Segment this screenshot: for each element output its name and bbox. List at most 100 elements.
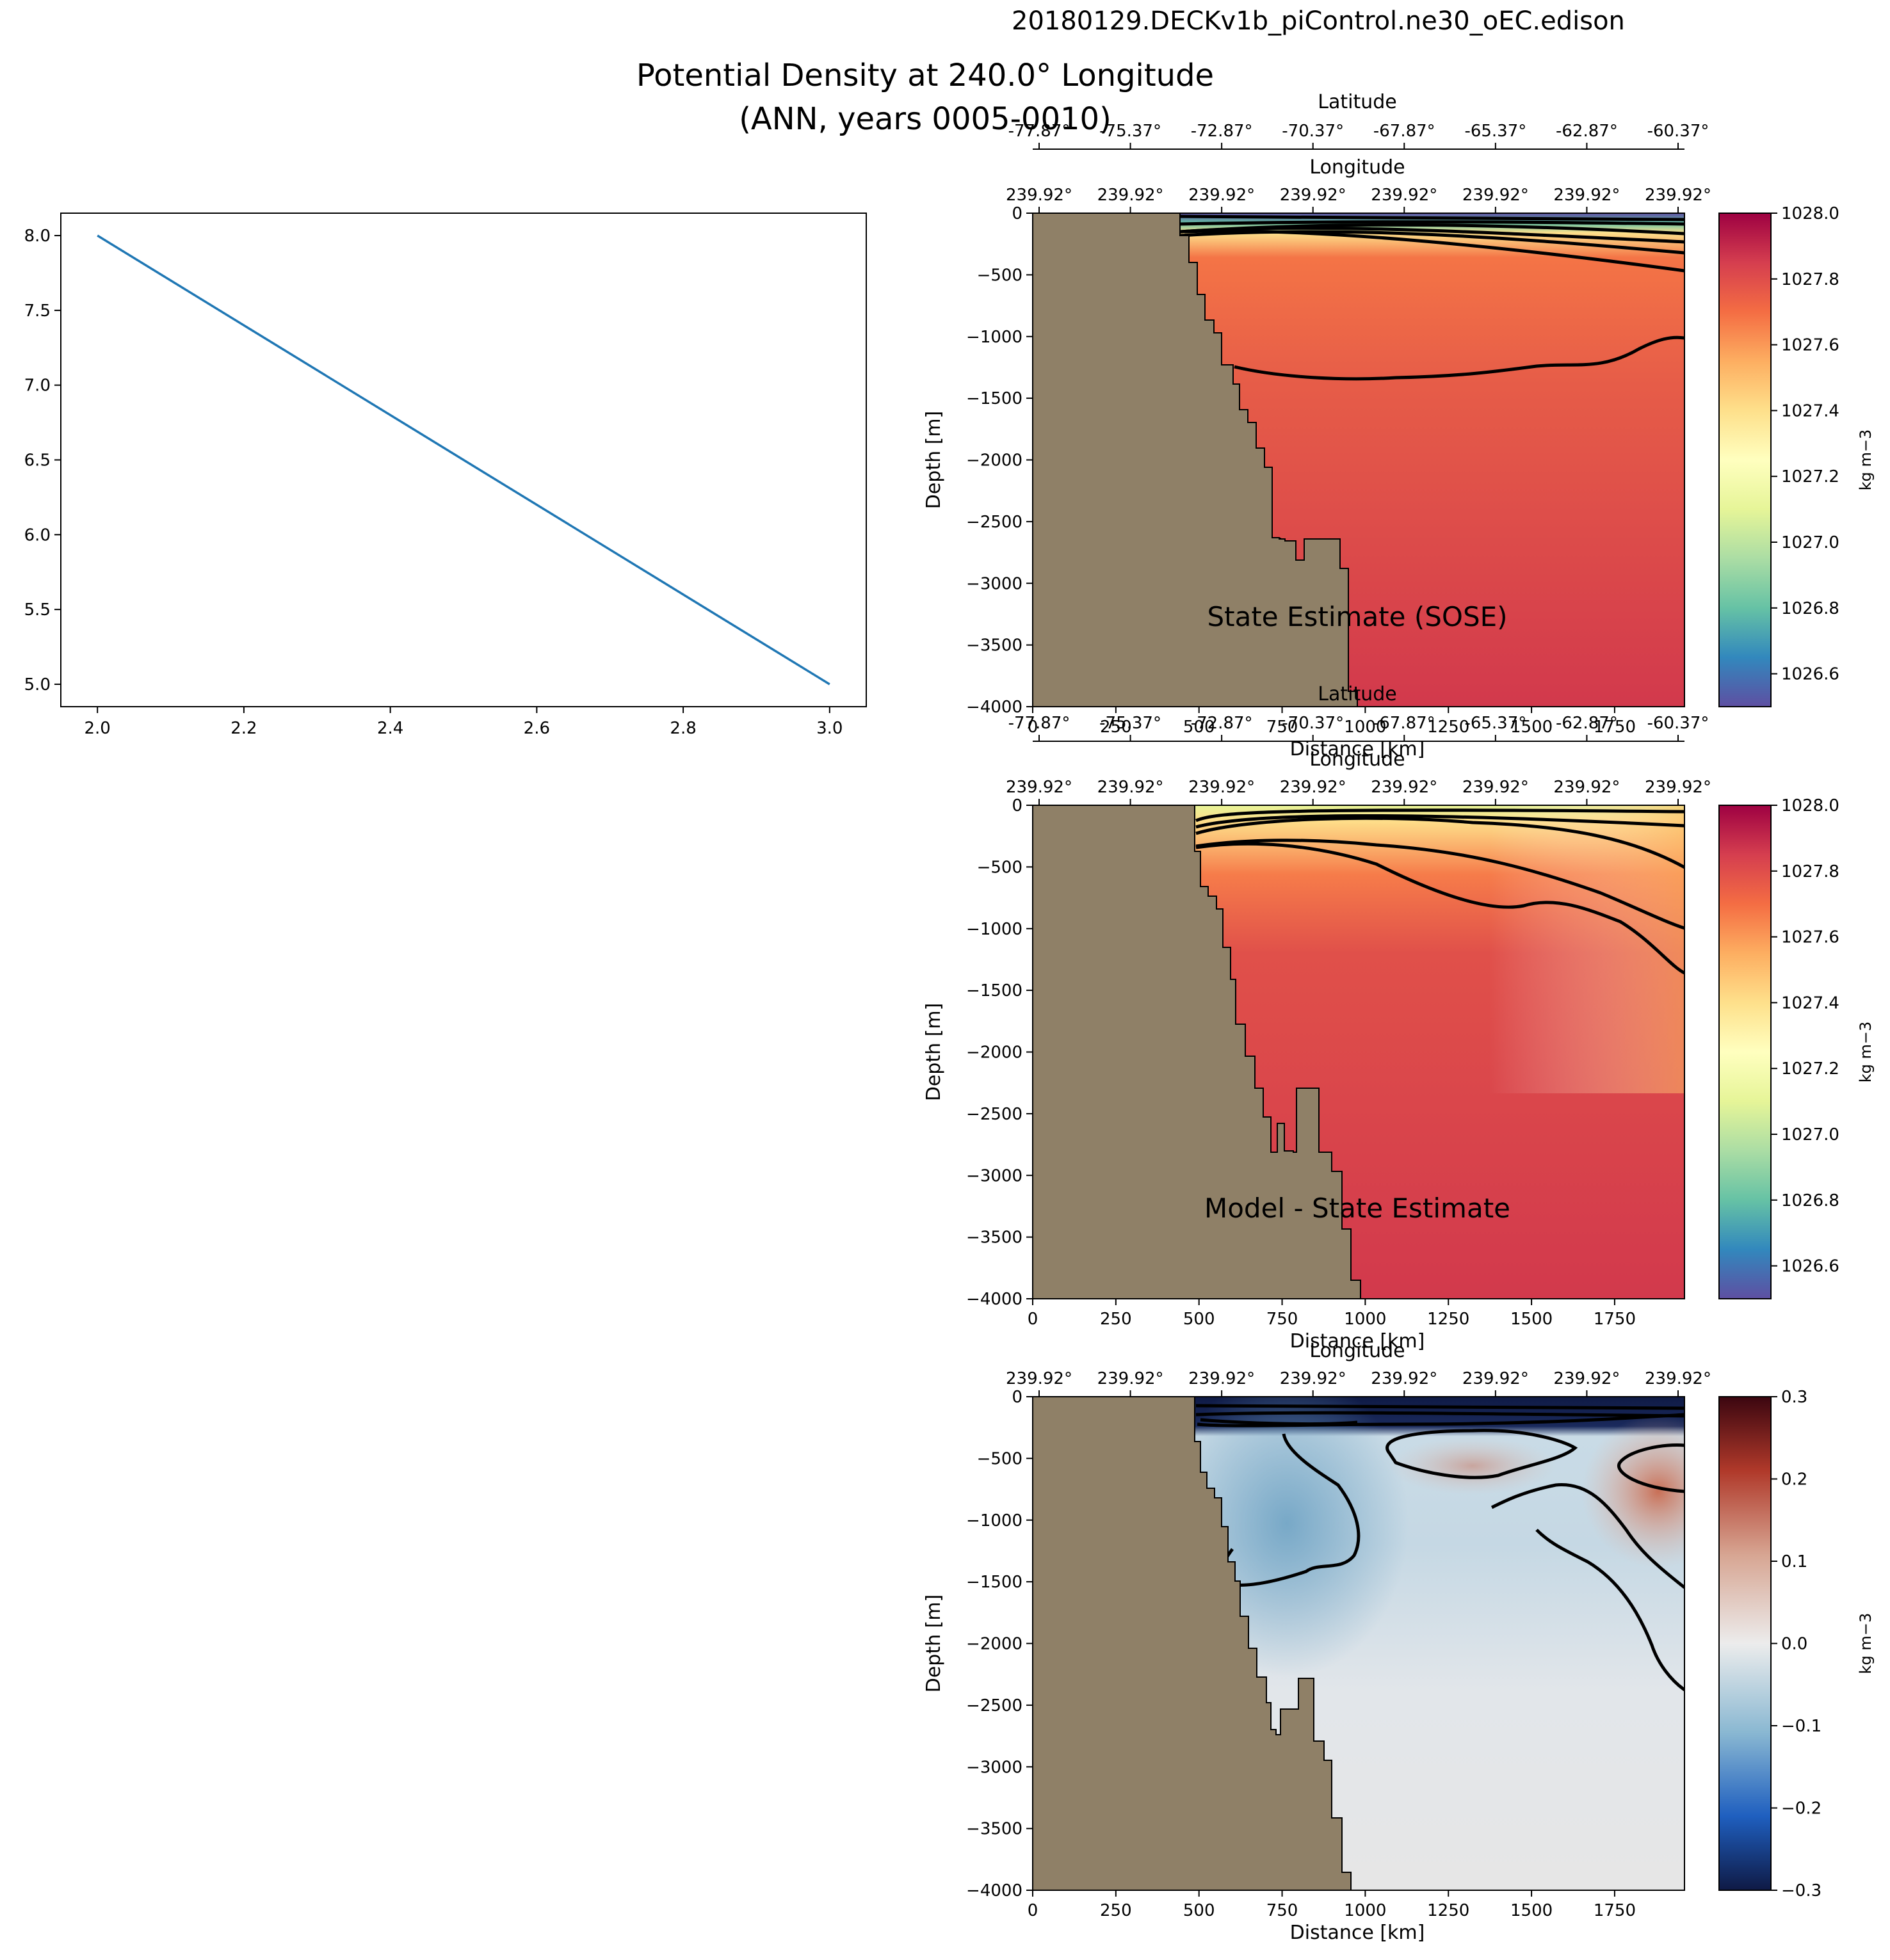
- colorbar-tick-label: −0.3: [1781, 1881, 1821, 1900]
- depth-tick-label: −2500: [966, 513, 1022, 532]
- colorbar-tick-label: 0.0: [1781, 1635, 1807, 1654]
- longitude-tick-label: 239.92°: [1553, 778, 1620, 797]
- colorbar-unit-label: kg m−3: [1857, 1022, 1875, 1083]
- distance-tick-label: 250: [1100, 1310, 1132, 1329]
- colorbar-tick-label: 1028.0: [1781, 796, 1839, 815]
- contour-line: [1195, 808, 1684, 823]
- colorbar-tick-label: 1027.8: [1781, 862, 1839, 881]
- depth-tick-label: −4000: [966, 1881, 1022, 1900]
- distance-tick-label: 250: [1100, 718, 1132, 737]
- latitude-tick-label: -70.37°: [1282, 714, 1344, 733]
- contour-line: [1197, 1413, 1684, 1427]
- longitude-tick-label: 239.92°: [1371, 778, 1437, 797]
- depth-tick-label: −3000: [966, 574, 1022, 593]
- distance-tick-label: 0: [1028, 718, 1038, 737]
- depth-tick-label: 0: [1012, 204, 1022, 223]
- distance-tick-label: 0: [1028, 1310, 1038, 1329]
- distance-tick-label: 750: [1266, 1901, 1298, 1920]
- depth-tick-label: −500: [977, 266, 1022, 285]
- longitude-tick-label: 239.92°: [1462, 778, 1529, 797]
- longitude-tick-label: 239.92°: [1553, 186, 1620, 205]
- colorbar-unit-label: kg m−3: [1857, 430, 1875, 491]
- colorbar-tick-label: 1027.4: [1781, 401, 1839, 421]
- contour-line: [1195, 1404, 1684, 1410]
- distance-tick-label: 1500: [1510, 1901, 1553, 1920]
- y-tick-label: 6.5: [24, 451, 51, 470]
- x-tick-label: 3.0: [816, 719, 843, 738]
- longitude-tick-label: 239.92°: [1280, 186, 1346, 205]
- difference-contours: [1195, 1404, 1684, 1692]
- longitude-tick-label: 239.92°: [1097, 1369, 1164, 1388]
- distance-axis-label: Distance [km]: [1290, 1922, 1425, 1944]
- distance-tick-label: 1000: [1344, 718, 1386, 737]
- latitude-tick-label: -77.87°: [1008, 714, 1070, 733]
- contour-line: [1234, 335, 1684, 381]
- depth-tick-label: −1500: [966, 1573, 1022, 1592]
- depth-tick-label: 0: [1012, 796, 1022, 815]
- latitude-tick-label: -70.37°: [1282, 122, 1344, 141]
- longitude-tick-label: 239.92°: [1188, 186, 1255, 205]
- contour-line: [1184, 229, 1684, 273]
- longitude-tick-label: 239.92°: [1462, 1369, 1529, 1388]
- colorbar-tick-label: 1027.6: [1781, 928, 1839, 947]
- model-contours: [1195, 808, 1684, 975]
- depth-tick-label: −3000: [966, 1166, 1022, 1185]
- land-mask: [1033, 213, 1358, 707]
- depth-tick-label: −1500: [966, 981, 1022, 1000]
- model-annotation: Model - State Estimate: [1204, 1193, 1510, 1224]
- depth-tick-label: −2000: [966, 1635, 1022, 1654]
- longitude-tick-label: 239.92°: [1645, 186, 1711, 205]
- depth-tick-label: −500: [977, 1449, 1022, 1468]
- contour-line: [1195, 1411, 1684, 1418]
- y-tick-label: 7.0: [24, 376, 51, 396]
- contour-line: [1195, 816, 1684, 869]
- y-tick-label: 8.0: [24, 227, 51, 246]
- x-tick-label: 2.8: [670, 719, 696, 738]
- contour-line: [1200, 1418, 1358, 1426]
- latitude-tick-label: -72.87°: [1191, 714, 1253, 733]
- longitude-tick-label: 239.92°: [1371, 186, 1437, 205]
- land-mask: [1033, 1397, 1352, 1890]
- longitude-tick-label: 239.92°: [1371, 1369, 1437, 1388]
- positive-anomaly: [1581, 1415, 1684, 1568]
- positive-anomaly: [1389, 1437, 1556, 1495]
- distance-tick-label: 1750: [1594, 1310, 1636, 1329]
- depth-tick-label: −3500: [966, 1228, 1022, 1248]
- colorbar-tick-label: 1027.4: [1781, 993, 1839, 1013]
- figure-title-line1: Potential Density at 240.0° Longitude: [636, 58, 1215, 93]
- contour-line: [1617, 1443, 1684, 1493]
- depth-tick-label: −2500: [966, 1696, 1022, 1715]
- longitude-tick-label: 239.92°: [1645, 1369, 1711, 1388]
- distance-tick-label: 1000: [1344, 1901, 1386, 1920]
- colorbar-tick-label: 1026.6: [1781, 1257, 1839, 1276]
- state-estimate-annotation: State Estimate (SOSE): [1207, 601, 1507, 632]
- figure-title-line2: (ANN, years 0005-0010): [739, 101, 1111, 137]
- distance-tick-label: 1750: [1594, 1901, 1636, 1920]
- distance-tick-label: 500: [1183, 1310, 1215, 1329]
- contour-line: [1195, 842, 1684, 975]
- longitude-tick-label: 239.92°: [1188, 778, 1255, 797]
- contour-line: [1195, 839, 1684, 930]
- distance-tick-label: 1250: [1427, 718, 1469, 737]
- contour-line: [1535, 1529, 1684, 1692]
- longitude-axis-label: Longitude: [1309, 1340, 1405, 1362]
- depth-tick-label: −4000: [966, 1290, 1022, 1309]
- contour-line: [1179, 220, 1684, 226]
- depth-axis-label: Depth [m]: [923, 1595, 945, 1693]
- colorbar-tick-label: 1027.2: [1781, 467, 1839, 486]
- land-mask: [1033, 805, 1361, 1299]
- distance-tick-label: 1000: [1344, 1310, 1386, 1329]
- depth-tick-label: 0: [1012, 1388, 1022, 1407]
- colorbar-tick-label: 1026.8: [1781, 599, 1839, 618]
- y-tick-label: 5.5: [24, 600, 51, 620]
- colorbar-difference: [1718, 1396, 1772, 1891]
- depth-axis-label: Depth [m]: [923, 411, 945, 510]
- colorbar-tick-label: 1027.0: [1781, 533, 1839, 552]
- latitude-axis-label: Latitude: [1318, 683, 1396, 705]
- line-plot-panel: 2.0 2.2 2.4 2.6 2.8 3.0 5.0 5.5 6.0 6.5 7.0 7.5 8.0: [24, 213, 867, 738]
- distance-tick-label: 750: [1266, 718, 1298, 737]
- colorbar-tick-label: −0.1: [1781, 1717, 1821, 1736]
- y-tick-label: 7.5: [24, 301, 51, 321]
- depth-tick-label: −2500: [966, 1105, 1022, 1124]
